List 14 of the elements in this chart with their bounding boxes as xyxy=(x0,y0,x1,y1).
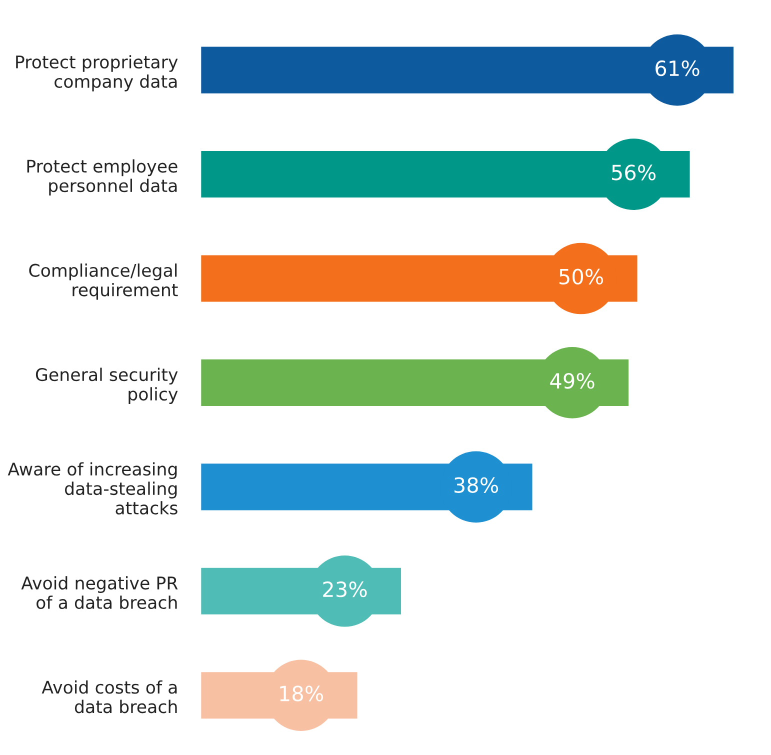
y-tick-label: Avoid costs of a data breach xyxy=(42,680,177,714)
y-tick-label: General security policy xyxy=(36,368,178,404)
data-label: 56% xyxy=(612,164,656,180)
data-label: 49% xyxy=(550,372,594,389)
data-label: 61% xyxy=(656,60,700,76)
y-tick-label: Protect proprietary company data xyxy=(16,55,178,92)
data-label: 50% xyxy=(559,268,604,285)
data-label: 38% xyxy=(454,477,498,493)
y-tick-label: Avoid negative PR of a data breach xyxy=(21,576,178,610)
y-tick-label: Compliance/legal requirement xyxy=(29,264,178,300)
y-tick-label: Protect employee personnel data xyxy=(27,159,178,196)
data-label: 18% xyxy=(280,686,324,702)
data-label: 23% xyxy=(323,581,367,598)
y-tick-label: Aware of increasing data-stealing attacks xyxy=(8,462,178,515)
